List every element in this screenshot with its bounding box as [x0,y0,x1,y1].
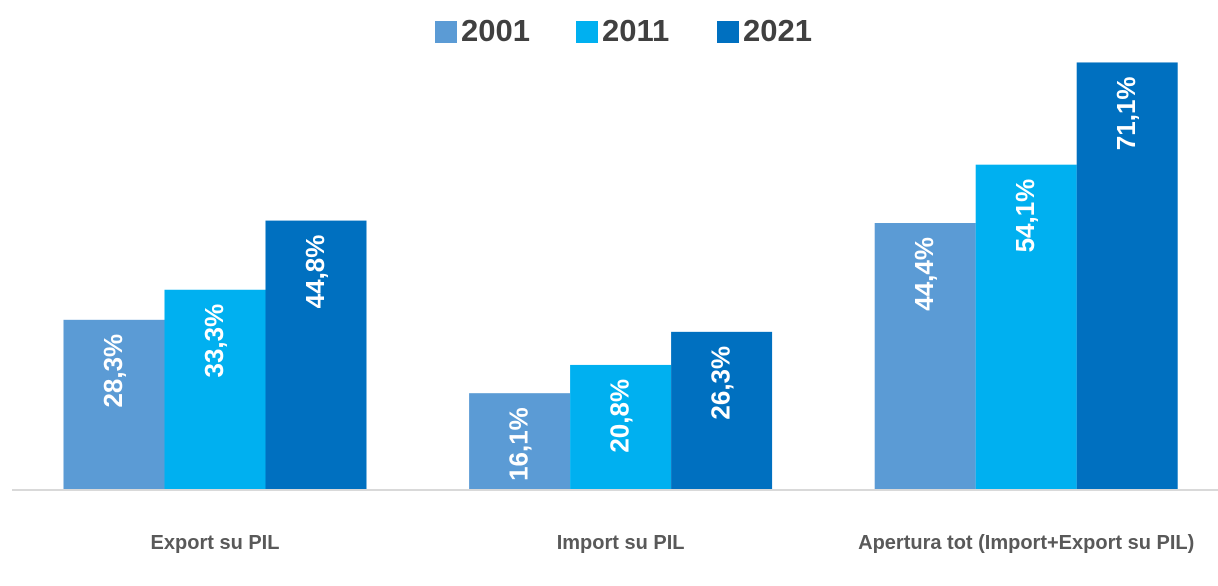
legend-swatch [717,21,739,43]
bar [265,220,367,490]
data-label: 44,4% [909,237,939,311]
x-tick-label: Apertura tot (Import+Export su PIL) [858,532,1195,554]
legend-swatch [576,21,598,43]
bar [164,289,266,490]
data-label: 20,8% [604,379,634,453]
data-label: 26,3% [705,346,735,420]
bar [671,331,773,490]
x-tick-label: Import su PIL [556,532,685,554]
bar [570,364,672,490]
bar [469,393,571,490]
data-label: 44,8% [300,235,330,309]
legend-label: 2011 [602,13,669,48]
bar [874,223,976,490]
x-tick-label: Export su PIL [150,532,280,554]
data-label: 33,3% [199,304,229,378]
data-label: 16,1% [503,407,533,481]
legend-swatch [435,21,457,43]
legend-label: 2001 [461,13,530,48]
data-label: 28,3% [98,334,128,408]
data-label: 71,1% [1111,76,1141,150]
legend-label: 2021 [743,13,812,48]
data-label: 54,1% [1010,179,1040,253]
bar [975,164,1077,491]
bar [1076,62,1178,491]
bar [63,319,165,490]
